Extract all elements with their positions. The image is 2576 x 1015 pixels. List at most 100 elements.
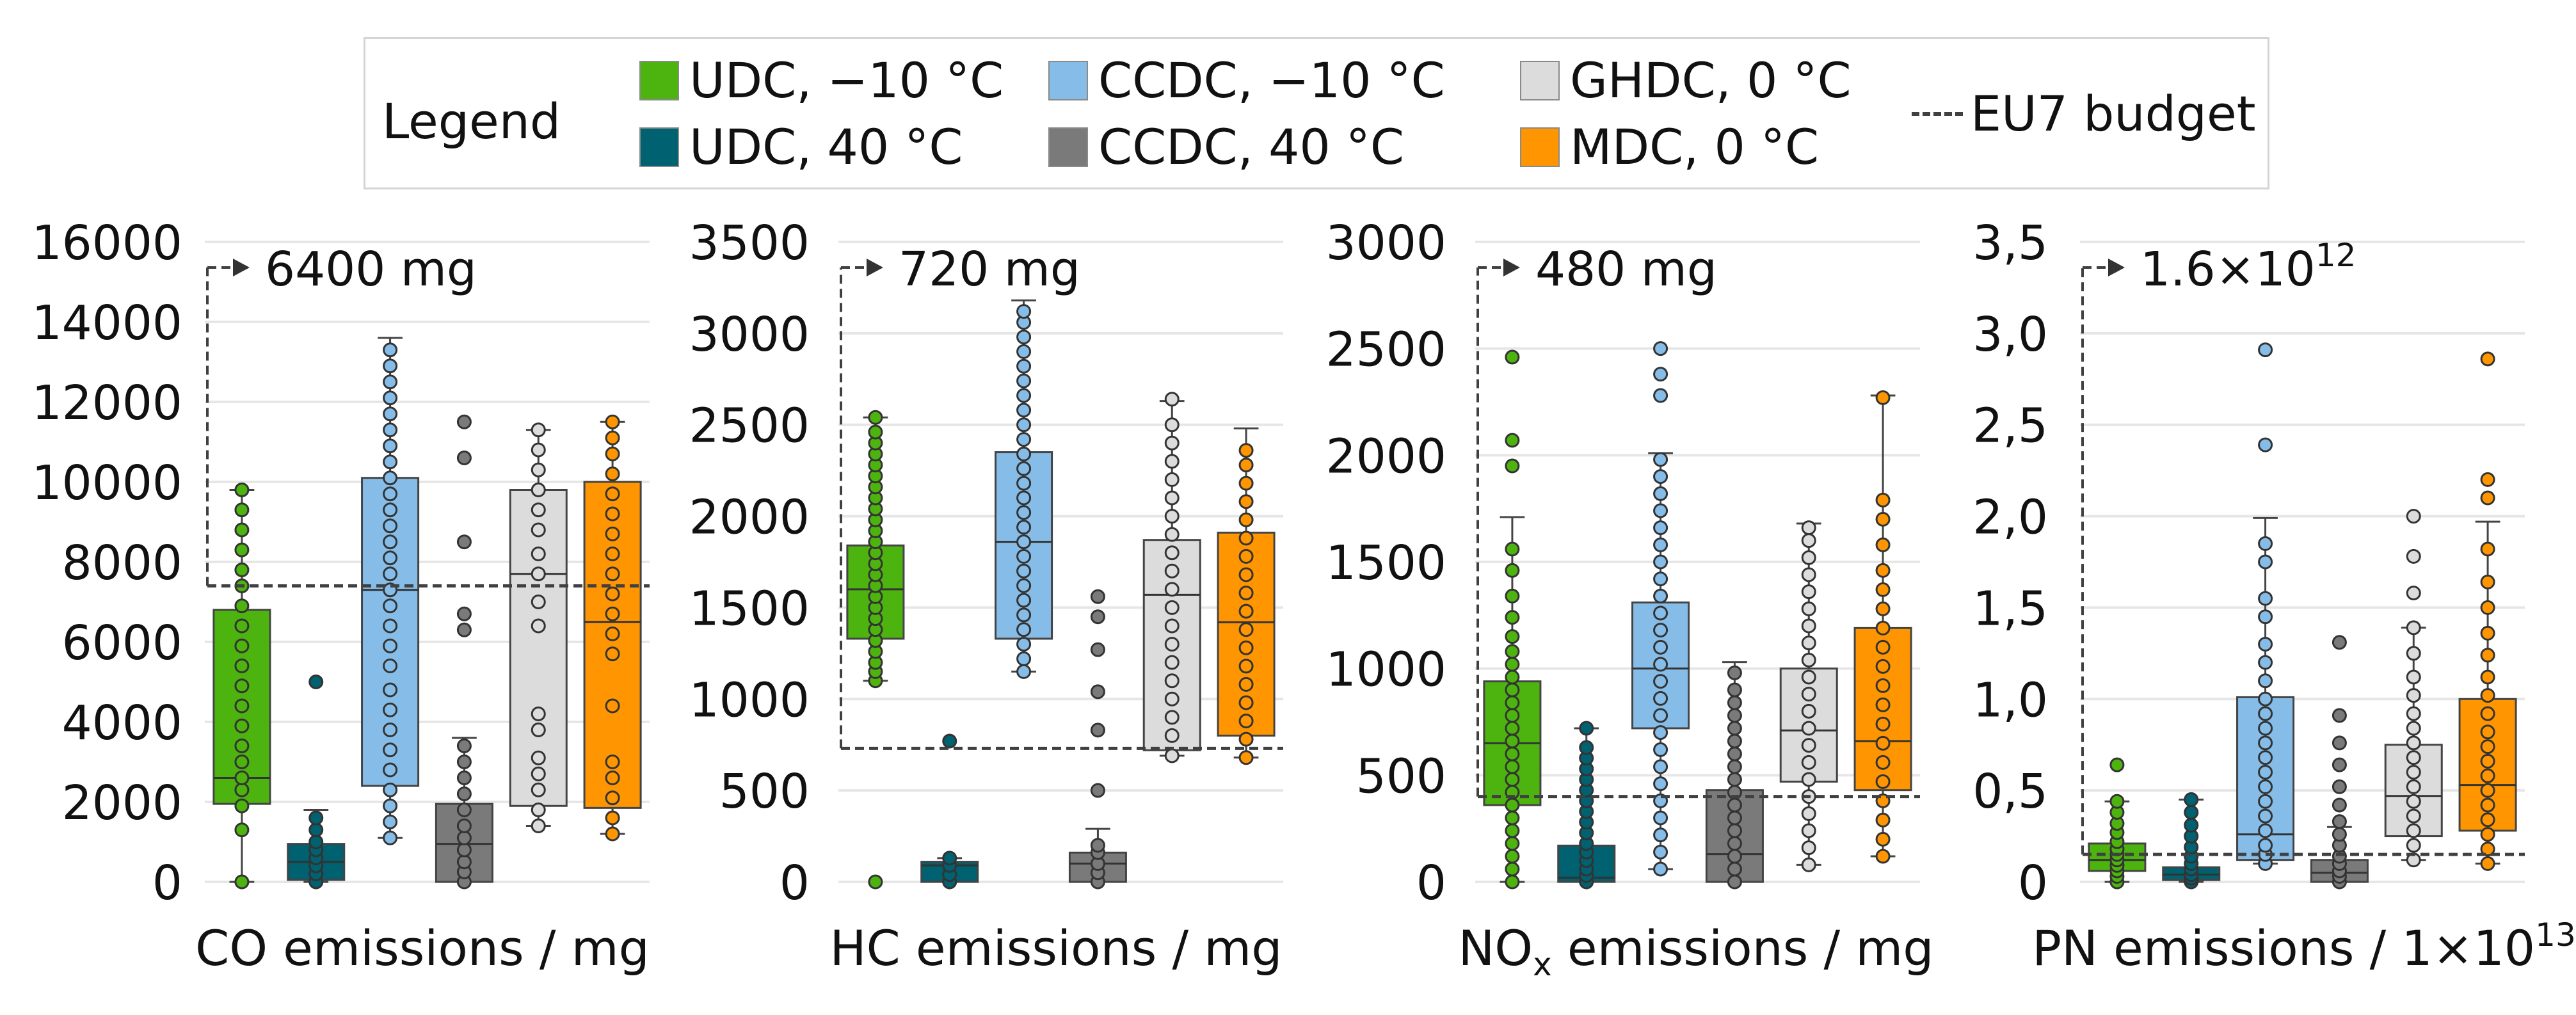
- data-point: [2184, 817, 2199, 833]
- data-point: [1653, 708, 1668, 723]
- legend-label: GHDC, 0 °C: [1570, 52, 1852, 109]
- data-point: [531, 522, 546, 538]
- box-series-5: [509, 422, 568, 833]
- data-point: [383, 422, 398, 438]
- data-point: [1727, 665, 1742, 680]
- data-point: [2480, 574, 2495, 589]
- data-point: [2258, 721, 2273, 736]
- y-tick-label: 3000: [1326, 216, 1446, 271]
- data-point: [1875, 831, 1891, 847]
- data-point: [383, 470, 398, 486]
- data-point: [308, 675, 324, 689]
- data-point: [1653, 537, 1668, 552]
- data-point: [1505, 861, 1520, 877]
- legend-item-ccdc-40: CCDC, 40 °C: [1048, 118, 1404, 175]
- y-tick-label: 3,5: [1972, 216, 2048, 271]
- data-point: [1875, 601, 1891, 616]
- data-point: [234, 659, 250, 673]
- data-point: [1801, 635, 1816, 651]
- data-point: [2480, 625, 2495, 641]
- data-point: [1164, 563, 1180, 579]
- data-point: [1164, 490, 1180, 506]
- data-point: [531, 750, 546, 765]
- chart-panel-1: 0 2000 4000 6000 8000 10000 12000 14000 16000 CO …: [32, 216, 650, 977]
- box-series-5: [1779, 520, 1838, 872]
- data-point: [456, 771, 472, 785]
- y-tick-label: 0: [1416, 856, 1446, 911]
- data-point: [2480, 351, 2495, 367]
- data-point: [1164, 691, 1180, 707]
- data-point: [1875, 390, 1891, 405]
- data-point: [2406, 688, 2421, 703]
- data-point: [456, 854, 472, 870]
- legend: Legend UDC, −10 °C UDC, 40 °C CCDC, −10 …: [364, 37, 2269, 189]
- data-point: [2480, 739, 2495, 755]
- data-point: [1875, 620, 1891, 635]
- data-point: [383, 342, 398, 358]
- x-axis-label: PN emissions / 1×1013: [2032, 916, 2576, 977]
- data-point: [1016, 330, 1032, 345]
- data-point: [2332, 814, 2347, 829]
- data-point: [531, 803, 546, 817]
- budget-arrow-head: [1503, 259, 1520, 276]
- data-point: [2480, 842, 2495, 857]
- box-series-3: [1631, 341, 1690, 877]
- data-point: [605, 755, 620, 769]
- data-point: [1238, 750, 1254, 765]
- data-point: [1016, 607, 1032, 623]
- data-point: [1016, 432, 1032, 447]
- data-point: [234, 598, 250, 614]
- legend-swatch: [639, 127, 679, 167]
- data-point: [1016, 593, 1032, 608]
- budget-label: 6400 mg: [265, 242, 477, 297]
- data-point: [1875, 849, 1891, 864]
- data-point: [2332, 708, 2347, 723]
- data-point: [605, 566, 620, 582]
- data-point: [383, 830, 398, 845]
- data-point: [383, 454, 398, 470]
- legend-swatch: [1520, 60, 1560, 100]
- y-tick-label: 6000: [62, 616, 182, 671]
- data-point: [605, 810, 620, 826]
- data-point: [1238, 676, 1254, 692]
- data-point: [234, 678, 250, 694]
- y-tick-label: 14000: [32, 296, 182, 351]
- budget-label-superscript: 12: [2316, 237, 2356, 274]
- data-point: [1505, 682, 1520, 698]
- data-point: [383, 814, 398, 829]
- data-point: [1016, 578, 1032, 593]
- data-point: [1238, 640, 1254, 655]
- data-point: [383, 518, 398, 534]
- data-point: [1875, 755, 1891, 770]
- data-point: [531, 766, 546, 781]
- data-point: [456, 622, 472, 637]
- y-tick-label: 2000: [1326, 429, 1446, 484]
- data-point: [1875, 563, 1891, 578]
- box-series-4: [1705, 661, 1764, 890]
- data-point: [605, 606, 620, 621]
- data-point: [1505, 874, 1520, 890]
- data-point: [1653, 452, 1668, 467]
- data-point: [1164, 417, 1180, 433]
- budget-arrow-head: [867, 259, 883, 276]
- data-point: [308, 810, 324, 826]
- box-series-2: [920, 733, 979, 890]
- data-point: [456, 787, 472, 801]
- y-tick-label: 0: [780, 856, 810, 911]
- data-point: [2480, 648, 2495, 663]
- data-point: [1238, 603, 1254, 619]
- y-tick-label: 2000: [689, 490, 810, 545]
- data-point: [1238, 476, 1254, 491]
- data-point: [2258, 691, 2273, 707]
- y-tick-label: 1000: [1326, 643, 1446, 698]
- data-point: [2258, 735, 2273, 751]
- data-point: [1653, 844, 1668, 859]
- data-point: [2406, 808, 2421, 824]
- data-point: [1801, 533, 1816, 548]
- data-point: [531, 566, 546, 582]
- data-point: [234, 638, 250, 653]
- legend-swatch: [1520, 127, 1560, 167]
- legend-dash-line: [1912, 111, 1963, 116]
- data-point: [1505, 810, 1520, 826]
